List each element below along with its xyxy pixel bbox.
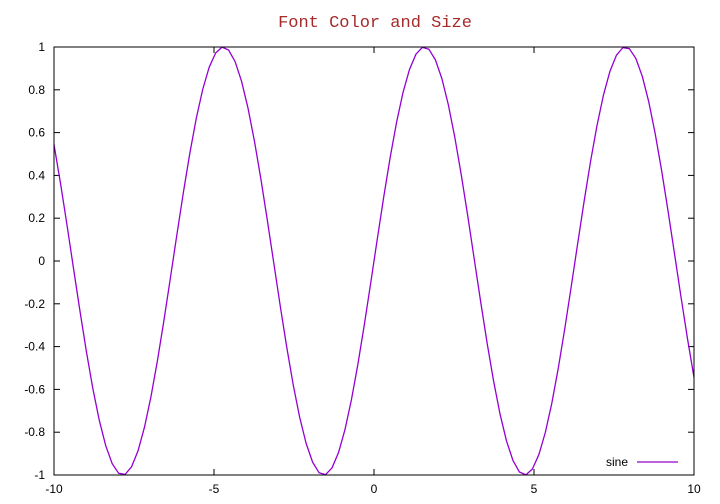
- y-tick-label: -0.8: [24, 425, 45, 439]
- y-tick-label: -0.2: [24, 297, 45, 311]
- x-tick-label: 5: [531, 482, 538, 496]
- legend: sine: [606, 455, 678, 469]
- plot-frame: [53, 46, 695, 476]
- y-tick-label: 0: [38, 254, 45, 268]
- chart-title: Font Color and Size: [278, 14, 472, 33]
- x-tick-label: 0: [371, 482, 378, 496]
- x-tick-label: -10: [45, 482, 63, 496]
- y-tick-label: 0.2: [28, 211, 45, 225]
- y-tick-label: -0.6: [24, 382, 45, 396]
- legend-label-sine: sine: [606, 455, 628, 469]
- x-tick-label: -5: [209, 482, 220, 496]
- y-tick-label: -0.4: [24, 340, 45, 354]
- y-tick-label: 0.4: [28, 168, 45, 182]
- series-line-sine: [53, 46, 695, 476]
- y-tick-label: 0.6: [28, 126, 45, 140]
- x-tick-label: 10: [687, 482, 701, 496]
- y-tick-label: -1: [34, 468, 45, 482]
- axis-ticks: -1 -0.8 -0.6 -0.4 -0.2 0 0.2 0.4 0.6 0.8 1 -10 -5 0 5 1…: [24, 40, 701, 496]
- y-tick-label: 0.8: [28, 83, 45, 97]
- y-tick-label: 1: [38, 40, 45, 54]
- plot-series: [53, 46, 695, 476]
